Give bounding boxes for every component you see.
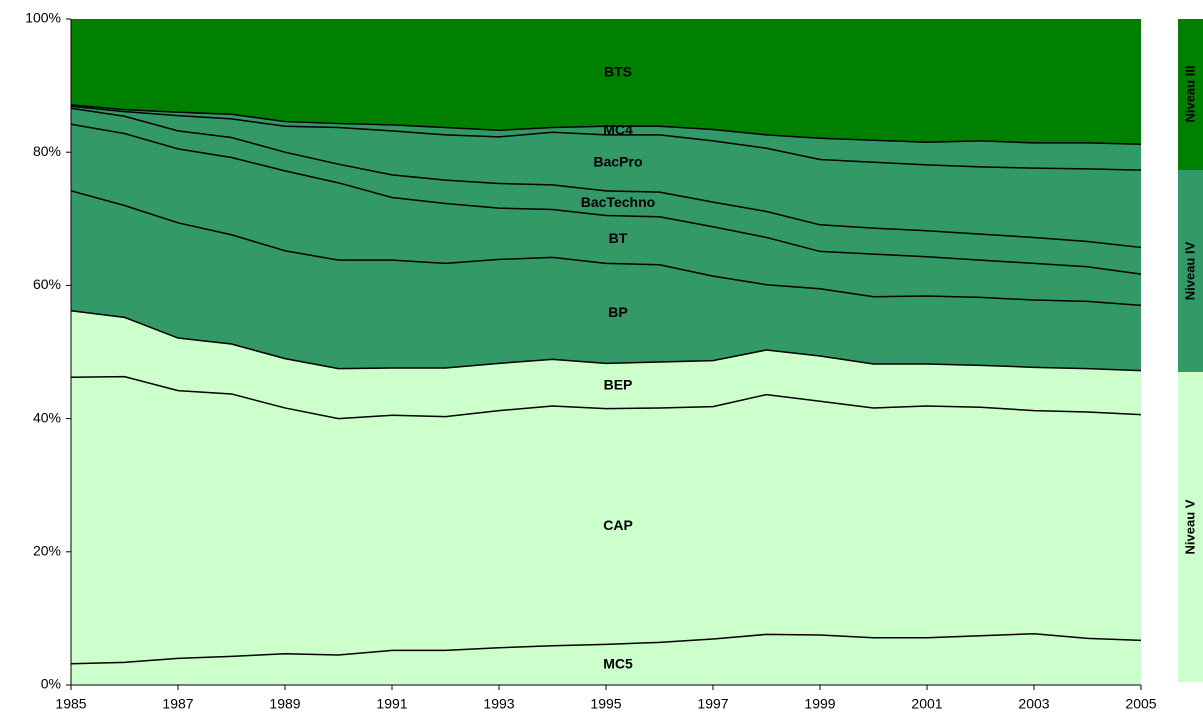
x-tick-label: 1995 bbox=[590, 696, 621, 712]
series-line bbox=[70, 375, 1142, 420]
area-label: CAP bbox=[603, 517, 633, 533]
level-band bbox=[1178, 372, 1203, 682]
plot-area: MC5 CAP BEP BP BT BacTechno BacPro MC4 BTS 0% 20% 4… bbox=[25, 10, 1157, 712]
area-label: BP bbox=[608, 304, 627, 320]
area-label: BTS bbox=[604, 63, 632, 79]
y-tick-label: 20% bbox=[33, 543, 61, 559]
level-band bbox=[1178, 19, 1203, 170]
area bbox=[71, 190, 1141, 371]
series-line bbox=[70, 190, 1142, 307]
y-tick-label: 80% bbox=[33, 143, 61, 159]
area-label: BEP bbox=[604, 377, 633, 393]
area bbox=[71, 106, 1141, 248]
area-label: MC5 bbox=[603, 655, 633, 671]
series-line bbox=[70, 105, 1142, 171]
x-tick-label: 2001 bbox=[911, 696, 942, 712]
area-label: BT bbox=[609, 230, 628, 246]
level-band bbox=[1178, 170, 1203, 372]
x-tick-label: 1999 bbox=[804, 696, 835, 712]
series-line bbox=[70, 104, 1142, 145]
area bbox=[71, 104, 1141, 171]
y-tick-label: 60% bbox=[33, 276, 61, 292]
area bbox=[71, 376, 1141, 664]
x-tick-label: 2003 bbox=[1018, 696, 1049, 712]
x-tick-label: 1993 bbox=[483, 696, 514, 712]
level-label: Niveau III bbox=[1182, 65, 1197, 122]
series-line bbox=[70, 632, 1142, 665]
area bbox=[71, 633, 1141, 685]
x-tick-label: 2005 bbox=[1125, 696, 1156, 712]
x-tick-label: 1985 bbox=[55, 696, 86, 712]
series-line bbox=[70, 107, 1142, 249]
area-label: MC4 bbox=[603, 121, 633, 137]
x-tick-label: 1997 bbox=[697, 696, 728, 712]
y-tick-label: 100% bbox=[25, 10, 61, 26]
x-tick-label: 1991 bbox=[376, 696, 407, 712]
area bbox=[71, 19, 1141, 145]
x-tick-label: 1987 bbox=[162, 696, 193, 712]
y-tick-label: 40% bbox=[33, 409, 61, 425]
y-tick-label: 0% bbox=[41, 676, 61, 692]
x-tick-label: 1989 bbox=[269, 696, 300, 712]
level-bar: Niveau III Niveau IV Niveau V bbox=[1178, 19, 1203, 682]
series-line bbox=[70, 123, 1142, 275]
area-label: BacTechno bbox=[581, 194, 655, 210]
level-label: Niveau V bbox=[1182, 499, 1197, 554]
area bbox=[71, 310, 1141, 419]
area-label: BacPro bbox=[593, 154, 642, 170]
series-line bbox=[70, 309, 1142, 372]
level-label: Niveau IV bbox=[1182, 241, 1197, 300]
